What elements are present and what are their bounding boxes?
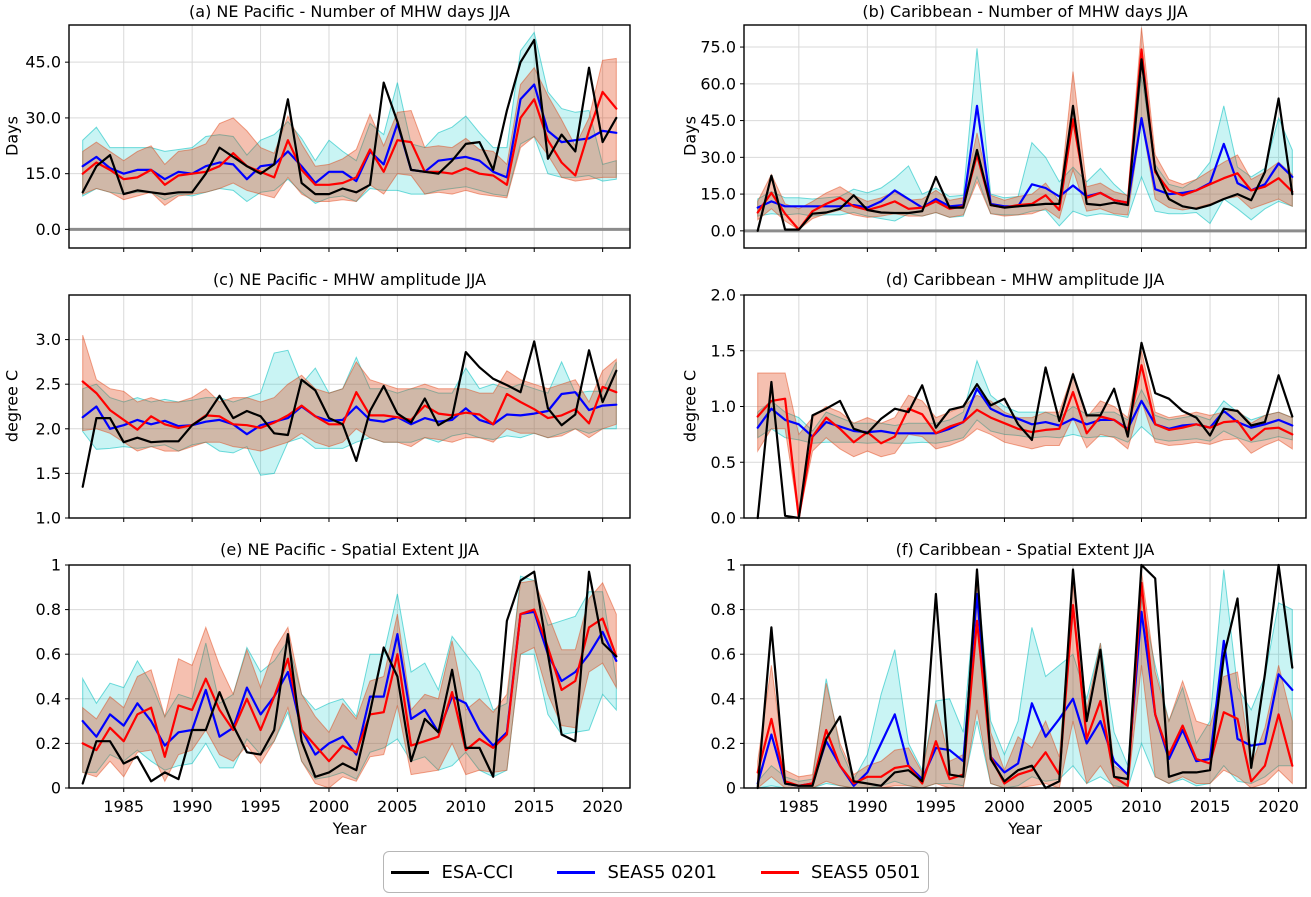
plot-frame [68, 24, 631, 249]
band-seas5-0501-spread [82, 580, 617, 789]
panel-b-chart: 0.0 15.0 30.0 45.0 60.0 75.0 [700, 24, 1307, 252]
panel-a-chart: 0.0 15.0 30.0 45.0 [25, 24, 631, 252]
x-tick-label: 2015 [1190, 797, 1231, 816]
y-tick-label: 0.8 [711, 600, 736, 619]
line-esa-cci [81, 340, 618, 488]
x-tick-label: 2015 [514, 797, 555, 816]
y-tick-label: 0.2 [36, 734, 61, 753]
line-esa-cci [81, 38, 618, 196]
line-seas5-0501 [81, 380, 618, 431]
y-tick-label: 15.0 [25, 164, 61, 183]
line-seas5-0201 [81, 391, 618, 436]
y-tick-label: 0.0 [711, 509, 736, 528]
y-tick-label: 75.0 [700, 38, 736, 57]
panel-f-chart: 0 0.2 0.4 0.6 0.8 1 1985 1990 1995 2000 2005 2010 20… [711, 556, 1307, 816]
plot-frame [68, 294, 631, 519]
panel-b-title: (b) Caribbean - Number of MHW days JJA [862, 2, 1188, 21]
y-tick-label: 0 [726, 779, 736, 798]
y-tick-label: 1.0 [711, 397, 736, 416]
band-seas5-0201-spread [757, 48, 1293, 227]
seas5-0201-line-swatch [557, 870, 596, 874]
y-tick-label: 3.0 [36, 330, 61, 349]
y-tick-label: 0.4 [36, 689, 61, 708]
x-tick-label: 2005 [1053, 797, 1094, 816]
x-tick-label: 1985 [778, 797, 819, 816]
panel-d-title: (d) Caribbean - MHW amplitude JJA [885, 270, 1165, 289]
y-tick-label: 60.0 [700, 74, 736, 93]
seas5-0501-line-swatch [761, 870, 799, 874]
line-esa-cci [756, 58, 1294, 232]
y-tick-label: 0.6 [36, 645, 61, 664]
x-tick-label: 2010 [1121, 797, 1162, 816]
esa-cci-line-swatch [391, 870, 430, 874]
panel-e-x-axis-label: Year [332, 819, 367, 838]
y-tick-label: 2.0 [36, 419, 61, 438]
legend-label-seas5-0501: SEAS5 0501 [811, 861, 921, 883]
y-tick-label: 45.0 [700, 111, 736, 130]
line-esa-cci [756, 341, 1294, 520]
plot-frame [743, 24, 1307, 249]
panel-c-title: (c) NE Pacific - MHW amplitude JJA [212, 270, 487, 289]
y-tick-label: 1.0 [36, 509, 61, 528]
panel-a-title: (a) NE Pacific - Number of MHW days JJA [189, 2, 510, 21]
line-seas5-0501 [81, 608, 618, 763]
legend-label-seas5-0201: SEAS5 0201 [607, 861, 717, 883]
legend-item-seas5-0201: SEAS5 0201 [557, 862, 717, 883]
y-tick-label: 1.5 [36, 464, 61, 483]
y-tick-label: 30.0 [700, 148, 736, 167]
x-tick-label: 2020 [582, 797, 623, 816]
x-tick-label: 2000 [984, 797, 1025, 816]
line-esa-cci [81, 570, 618, 785]
y-tick-label: 15.0 [700, 185, 736, 204]
y-tick-label: 0.4 [711, 689, 736, 708]
x-tick-label: 2010 [445, 797, 486, 816]
panel-c-chart: 1.0 1.5 2.0 2.5 3.0 [36, 294, 631, 528]
y-tick-label: 0.6 [711, 645, 736, 664]
y-tick-label: 0 [51, 779, 61, 798]
plot-frame [68, 564, 631, 789]
y-tick-label: 0.8 [36, 600, 61, 619]
panel-f-title: (f) Caribbean - Spatial Extent JJA [895, 540, 1155, 559]
panel-f-x-axis-label: Year [1008, 819, 1042, 838]
band-seas5-0501-spread [757, 571, 1293, 790]
legend-label-esa-cci: ESA-CCI [441, 861, 514, 883]
x-tick-label: 1990 [172, 797, 213, 816]
legend: ESA-CCI SEAS5 0201 SEAS5 0501 [383, 851, 929, 893]
panel-e-chart: 0 0.2 0.4 0.6 0.8 1 1985 1990 1995 2000 2005 2010 20… [36, 556, 631, 816]
y-tick-label: 0.0 [36, 220, 61, 239]
line-seas5-0501 [756, 581, 1294, 787]
line-seas5-0501 [81, 90, 618, 186]
plot-frame [743, 564, 1307, 789]
x-tick-label: 2005 [377, 797, 418, 816]
line-seas5-0201 [81, 83, 618, 185]
panel-e-title: (e) NE Pacific - Spatial Extent JJA [220, 540, 479, 559]
y-tick-label: 2.0 [711, 286, 736, 305]
x-tick-label: 1995 [240, 797, 281, 816]
y-tick-label: 45.0 [25, 53, 61, 72]
x-tick-label: 1985 [103, 797, 144, 816]
y-tick-label: 0.2 [711, 734, 736, 753]
legend-item-esa-cci: ESA-CCI [391, 862, 513, 883]
y-tick-label: 0.5 [711, 453, 736, 472]
panel-d-chart: 0.0 0.5 1.0 1.5 2.0 [711, 286, 1307, 528]
legend-item-seas5-0501: SEAS5 0501 [761, 862, 921, 883]
band-seas5-0201-spread [82, 31, 617, 204]
y-tick-label: 30.0 [25, 108, 61, 127]
line-esa-cci [756, 563, 1294, 790]
x-tick-label: 1995 [916, 797, 957, 816]
y-tick-label: 1.5 [711, 341, 736, 360]
y-tick-label: 1 [51, 556, 61, 575]
x-tick-label: 1990 [847, 797, 888, 816]
x-tick-label: 2020 [1258, 797, 1299, 816]
y-tick-label: 1 [726, 556, 736, 575]
x-tick-label: 2000 [309, 797, 350, 816]
y-tick-label: 2.5 [36, 375, 61, 394]
band-seas5-0501-spread [757, 350, 1293, 519]
y-tick-label: 0.0 [711, 221, 736, 240]
